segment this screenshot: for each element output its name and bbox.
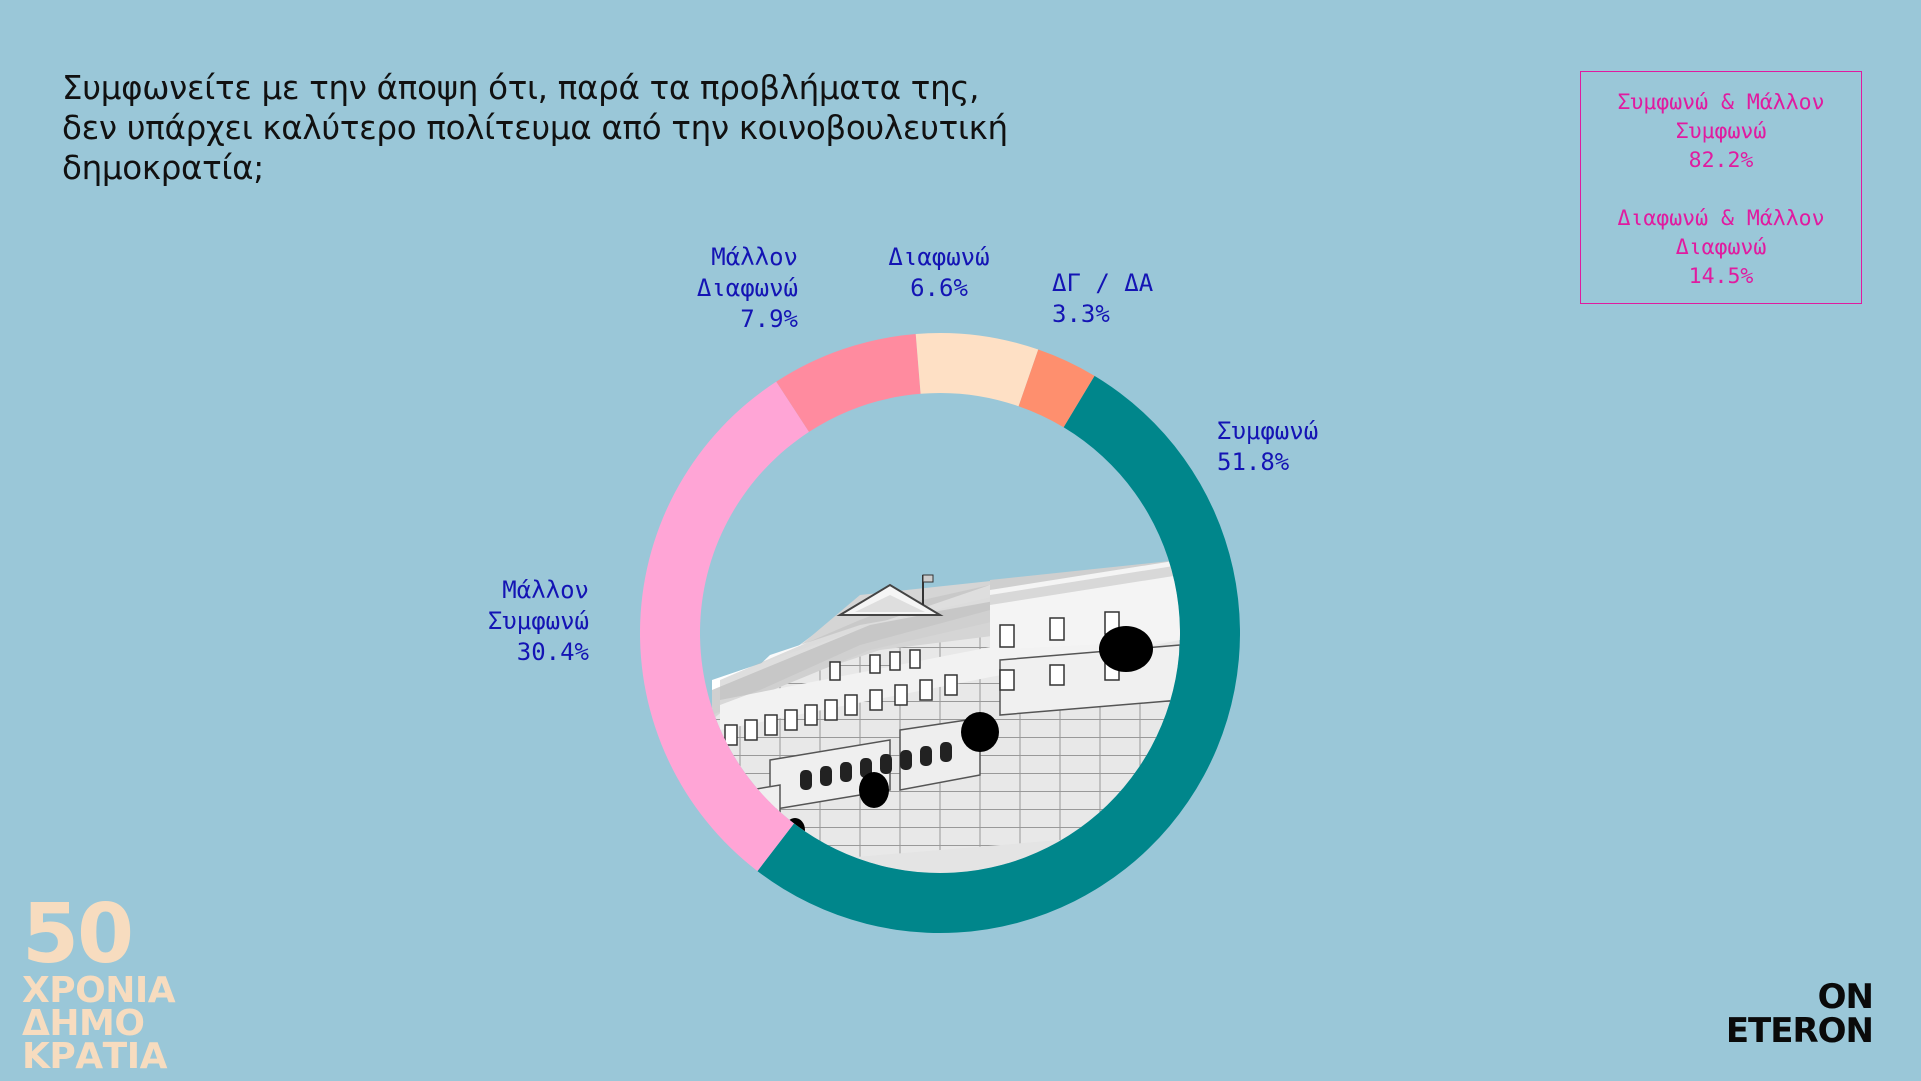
label-rather-disagree-name-1: Μάλλον xyxy=(711,243,798,271)
summary-agree-label-1: Συμφωνώ & Μάλλον xyxy=(1617,90,1825,115)
logo-eteron: ETERON xyxy=(1725,1011,1874,1051)
label-rather-disagree-name-2: Διαφωνώ xyxy=(696,274,798,302)
label-rather-agree-name-2: Συμφωνώ xyxy=(487,607,589,635)
label-agree-name: Συμφωνώ xyxy=(1217,417,1319,445)
label-rather-disagree-value: 7.9% xyxy=(740,305,798,333)
donut-slice-3 xyxy=(915,333,1039,407)
donut-slice-2 xyxy=(776,333,921,432)
donut-slice-1 xyxy=(640,381,810,872)
question-line-1: Συμφωνείτε με την άποψη ότι, παρά τα προ… xyxy=(62,69,980,107)
label-disagree-value: 6.6% xyxy=(910,274,968,302)
summary-agree-label-2: Συμφωνώ xyxy=(1675,119,1767,144)
summary-disagree-value: 14.5% xyxy=(1688,264,1754,289)
label-disagree: Διαφωνώ 6.6% xyxy=(880,242,998,304)
label-rather-disagree: Μάλλον Διαφωνώ 7.9% xyxy=(697,242,798,335)
question-line-3: δημοκρατία; xyxy=(62,149,264,187)
question-title: Συμφωνείτε με την άποψη ότι, παρά τα προ… xyxy=(62,68,1112,188)
label-agree-value: 51.8% xyxy=(1217,448,1290,476)
question-line-2: δεν υπάρχει καλύτερο πολίτευμα από την κ… xyxy=(62,109,1008,147)
label-disagree-name: Διαφωνώ xyxy=(888,243,990,271)
logo-on: ON xyxy=(1817,977,1874,1017)
label-dk-na: ΔΓ / ΔΑ 3.3% xyxy=(1052,268,1153,330)
summary-agree-value: 82.2% xyxy=(1688,148,1754,173)
logo-word-1: ΧΡΟΝΙΑ xyxy=(22,970,176,1011)
summary-disagree-label-2: Διαφωνώ xyxy=(1675,235,1767,260)
logo-50-years-democracy: 50 ΧΡΟΝΙΑ ΔΗΜΟ ΚΡΑΤΙΑ xyxy=(22,887,176,1077)
label-agree: Συμφωνώ 51.8% xyxy=(1217,416,1318,478)
logo-on-eteron: ON ETERON xyxy=(1725,977,1874,1051)
donut-slice-4 xyxy=(1018,349,1095,428)
label-dk-na-value: 3.3% xyxy=(1052,300,1110,328)
label-dk-na-name: ΔΓ / ΔΑ xyxy=(1052,269,1154,297)
donut-slice-0 xyxy=(757,375,1240,933)
logo-word-2: ΔΗΜΟ xyxy=(22,1003,145,1044)
label-rather-agree-name-1: Μάλλον xyxy=(502,576,589,604)
logo-number: 50 xyxy=(22,887,134,982)
summary-box: Συμφωνώ & Μάλλον Συμφωνώ 82.2% Διαφωνώ &… xyxy=(1580,71,1862,304)
logo-word-3: ΚΡΑΤΙΑ xyxy=(22,1036,167,1077)
label-rather-agree: Μάλλον Συμφωνώ 30.4% xyxy=(488,575,589,668)
label-rather-agree-value: 30.4% xyxy=(516,638,589,666)
summary-disagree-label-1: Διαφωνώ & Μάλλον xyxy=(1617,206,1825,231)
